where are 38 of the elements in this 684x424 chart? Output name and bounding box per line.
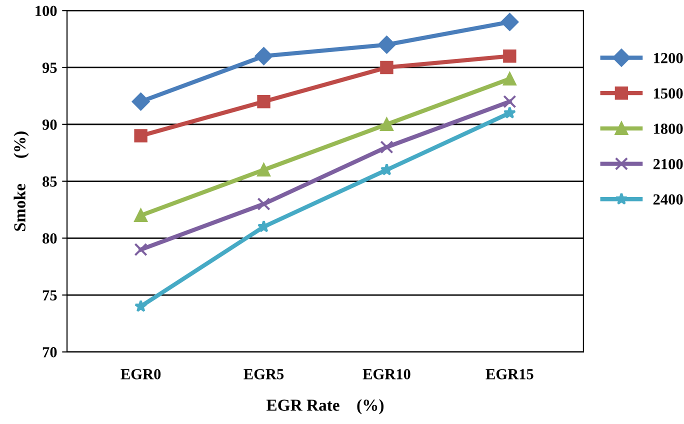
x-axis-title: EGR Rate (%) bbox=[266, 399, 384, 414]
x-tick-label: EGR15 bbox=[486, 369, 534, 380]
y-tick-label: 95 bbox=[42, 62, 57, 73]
point bbox=[257, 197, 270, 211]
point bbox=[503, 50, 516, 63]
x-tick-label: EGR10 bbox=[362, 369, 410, 380]
y-tick-label: 100 bbox=[36, 6, 57, 16]
point bbox=[134, 242, 148, 256]
legend-label: 2400 bbox=[653, 194, 683, 205]
y-tick-label: 80 bbox=[42, 233, 57, 244]
point bbox=[132, 92, 150, 111]
legend-label: 1200 bbox=[654, 52, 683, 64]
legend-label: 1500 bbox=[654, 88, 683, 99]
legend-label: 1800 bbox=[654, 124, 683, 134]
point bbox=[257, 163, 270, 176]
point bbox=[378, 36, 396, 54]
point bbox=[257, 95, 270, 108]
point bbox=[254, 47, 273, 66]
point bbox=[257, 220, 270, 232]
legend-label: 2100 bbox=[653, 158, 683, 170]
x-tick-label: EGR5 bbox=[244, 369, 284, 380]
point bbox=[503, 106, 516, 119]
point bbox=[503, 72, 516, 86]
x-tick-label: EGR0 bbox=[120, 369, 161, 380]
point bbox=[134, 208, 148, 222]
point bbox=[134, 129, 148, 142]
point bbox=[380, 118, 394, 131]
point bbox=[134, 300, 148, 312]
point bbox=[380, 140, 394, 154]
y-tick-label: 85 bbox=[42, 176, 57, 187]
point bbox=[380, 60, 394, 74]
y-tick-label: 70 bbox=[42, 347, 57, 358]
point bbox=[503, 95, 516, 108]
point bbox=[500, 13, 519, 31]
y-axis-title: Smoke (%) bbox=[14, 132, 29, 231]
point bbox=[380, 163, 394, 176]
y-tick-label: 90 bbox=[42, 120, 57, 130]
y-tick-label: 75 bbox=[42, 290, 57, 300]
